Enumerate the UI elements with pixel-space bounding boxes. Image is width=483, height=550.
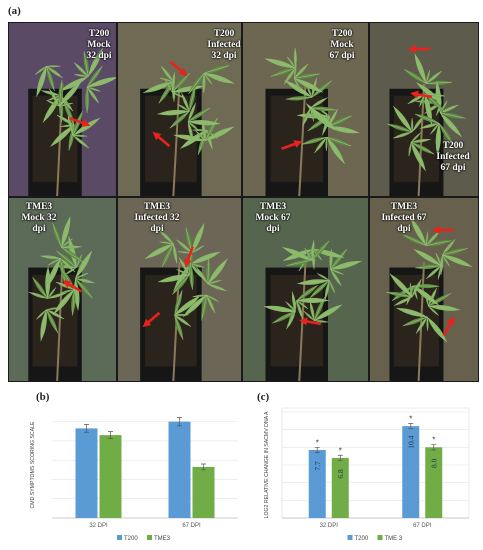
error-bar: [177, 417, 182, 427]
x-tick-label: 67 DPI: [182, 523, 201, 529]
photo-panel: T200 Mock 67 dpi: [243, 23, 368, 196]
y-axis-label: LOG2 RELATIVE CHANGE IN SACMV DNA A: [264, 411, 270, 518]
significance-star: *: [339, 446, 342, 455]
bar: [331, 457, 349, 518]
bar: [99, 435, 122, 518]
red-arrow-icon: [440, 314, 458, 337]
error-bar: [337, 454, 343, 461]
red-arrow-icon: [409, 89, 433, 101]
red-arrow-icon: [181, 245, 196, 268]
error-bar: [314, 446, 320, 453]
error-bar: [408, 423, 414, 430]
photo-caption: TME3 Infected 67 dpi: [381, 202, 427, 234]
x-tick-label: 32 DPI: [320, 523, 339, 529]
legend-label: TME3: [154, 536, 171, 542]
plant-photo: [386, 217, 473, 381]
panel-b-label: (b): [36, 391, 50, 403]
chart-c: LOG2 RELATIVE CHANGE IN SACMV DNA A 32 DP…: [260, 400, 475, 548]
red-arrow-icon: [432, 226, 454, 234]
photo-caption: T200 Infected 67 dpi: [436, 141, 470, 173]
photo-caption: TME3 Mock 32 dpi: [21, 202, 57, 234]
red-arrow-icon: [298, 316, 322, 328]
red-arrow-icon: [150, 129, 172, 149]
legend-label: TME 3: [385, 536, 403, 542]
photo-panel: T200 Infected 32 dpi: [118, 23, 241, 196]
chart-b: CMD SYMPTOMS SCORING SCALE 32 DPI 67 DPI T2…: [22, 400, 244, 548]
plant-photo: [28, 216, 95, 381]
photo-caption: TME3 Mock 67 dpi: [255, 202, 291, 234]
plant-photo: [140, 223, 228, 381]
bar: [425, 447, 443, 518]
plant-photo: [264, 47, 360, 196]
photo-panel: T200 Mock 32 dpi: [9, 23, 116, 196]
legend-label: T200: [124, 536, 138, 542]
photo-panel: TME3 Infected 67 dpi: [370, 198, 478, 381]
photo-panel: T200 Infected 67 dpi: [370, 23, 478, 196]
plant-photo: [140, 65, 235, 196]
bar: [402, 426, 420, 518]
error-bar: [201, 463, 206, 471]
bar: [192, 466, 215, 518]
significance-star: *: [316, 438, 319, 447]
bar-value-label: 7.7: [313, 461, 322, 471]
x-tick-label: 67 DPI: [413, 523, 432, 529]
photo-caption: T200 Infected 32 dpi: [207, 29, 241, 61]
y-axis-label: CMD SYMPTOMS SCORING SCALE: [30, 421, 36, 508]
legend-swatch: [347, 535, 353, 540]
red-arrow-icon: [68, 114, 91, 129]
red-arrow-icon: [140, 310, 162, 330]
red-arrow-icon: [408, 45, 430, 53]
significance-star: *: [409, 414, 412, 423]
significance-star: *: [432, 436, 435, 445]
photo-panel: TME3 Mock 32 dpi: [9, 198, 116, 381]
bar: [75, 428, 98, 518]
error-bar: [108, 431, 113, 439]
x-tick-label: 32 DPI: [89, 523, 108, 529]
legend-swatch: [117, 535, 122, 540]
photo-panel: TME3 Mock 67 dpi: [243, 198, 368, 381]
red-arrow-icon: [168, 59, 190, 79]
error-bar: [431, 444, 437, 451]
legend-label: T200: [355, 536, 369, 542]
photo-caption: T200 Mock 67 dpi: [329, 29, 355, 61]
plant-photo: [263, 240, 362, 381]
bar-value-label: 6.8: [336, 469, 345, 479]
bar: [168, 421, 191, 518]
legend-swatch: [147, 535, 152, 540]
panel-a-label: (a): [8, 5, 21, 17]
bar: [308, 449, 326, 518]
plant-photo: [28, 47, 116, 196]
error-bar: [84, 424, 89, 433]
plant-photo: [387, 53, 466, 196]
photo-grid: T200 Mock 32 dpi T200 Infected 32 dpi T200…: [8, 22, 479, 382]
photo-caption: TME3 Infected 32 dpi: [134, 202, 180, 234]
panel-c-label: (c): [257, 391, 270, 403]
photo-panel: TME3 Infected 32 dpi: [118, 198, 241, 381]
red-arrow-icon: [60, 277, 83, 295]
bar-value-label: 10.4: [406, 435, 415, 448]
bar-value-label: 8.0: [429, 458, 438, 468]
photo-caption: T200 Mock 32 dpi: [86, 29, 112, 61]
red-arrow-icon: [280, 137, 303, 152]
legend-swatch: [377, 535, 383, 540]
